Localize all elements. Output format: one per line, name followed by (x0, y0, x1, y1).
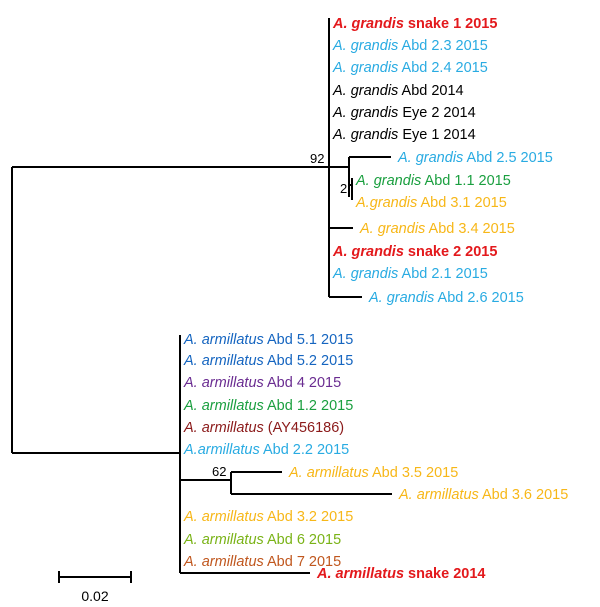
taxon-label: A. grandis Eye 2 2014 (332, 105, 476, 121)
taxon-detail: snake 2014 (404, 566, 485, 582)
taxon-species: A. armillatus (183, 509, 264, 525)
taxon-detail: Abd 3.5 2015 (369, 465, 459, 481)
taxon-label: A. grandis Abd 2.5 2015 (397, 150, 553, 166)
taxon-species: A. grandis (332, 83, 398, 99)
taxon-detail: Abd 2.3 2015 (398, 38, 488, 54)
taxon-label: A. armillatus Abd 7 2015 (183, 554, 341, 570)
taxon-label: A. armillatus Abd 4 2015 (183, 375, 341, 391)
taxon-detail: Abd 3.6 2015 (479, 487, 569, 503)
taxon-detail: Abd 5.1 2015 (264, 332, 354, 348)
taxon-detail: Abd 2.6 2015 (434, 290, 524, 306)
taxon-label: A. armillatus Abd 5.2 2015 (183, 353, 353, 369)
taxon-label: A. armillatus Abd 1.2 2015 (183, 398, 353, 414)
bootstrap-value: 62 (212, 464, 226, 479)
taxon-label: A. grandis Abd 2.6 2015 (368, 290, 524, 306)
taxon-label: A. grandis Abd 3.4 2015 (359, 221, 515, 237)
taxon-species: A. grandis (332, 244, 404, 260)
taxon-detail: Eye 1 2014 (398, 127, 475, 143)
taxon-species: A.grandis (355, 195, 417, 211)
taxon-label: A. armillatus Abd 6 2015 (183, 532, 341, 548)
taxon-detail: Abd 1.2 2015 (264, 398, 354, 414)
taxon-species: A. armillatus (183, 532, 264, 548)
taxon-species: A. grandis (359, 221, 425, 237)
taxon-detail: Abd 2.5 2015 (463, 150, 553, 166)
taxon-species: A. grandis (332, 60, 398, 76)
taxon-detail: Abd 2014 (398, 83, 463, 99)
taxon-detail: Abd 7 2015 (264, 554, 341, 570)
taxon-label: A. grandis Abd 2.3 2015 (332, 38, 488, 54)
taxon-species: A. armillatus (398, 487, 479, 503)
taxon-species: A. grandis (332, 127, 398, 143)
taxon-label: A. armillatus Abd 3.6 2015 (398, 487, 568, 503)
taxon-detail: Abd 3.4 2015 (425, 221, 515, 237)
taxon-label: A. grandis Abd 2014 (332, 83, 464, 99)
taxon-label: A. armillatus snake 2014 (316, 566, 485, 582)
taxon-species: A. armillatus (316, 566, 404, 582)
taxon-detail: Abd 4 2015 (264, 375, 341, 391)
taxon-species: A. armillatus (288, 465, 369, 481)
taxon-detail: Abd 6 2015 (264, 532, 341, 548)
taxon-detail: (AY456186) (264, 420, 344, 436)
taxon-label: A.armillatus Abd 2.2 2015 (183, 442, 349, 458)
taxon-detail: Abd 2.1 2015 (398, 266, 488, 282)
taxon-label: A. armillatus (AY456186) (183, 420, 344, 436)
taxon-species: A. armillatus (183, 353, 264, 369)
scale-bar: 0.02 (58, 571, 132, 604)
taxon-label: A. grandis Abd 2.1 2015 (332, 266, 488, 282)
taxon-label: A. grandis Abd 1.1 2015 (355, 173, 511, 189)
scale-bar-label: 0.02 (81, 588, 108, 604)
taxon-species: A.armillatus (183, 442, 260, 458)
bootstrap-value: 2 (340, 181, 347, 196)
taxon-species: A. armillatus (183, 398, 264, 414)
taxon-species: A. grandis (332, 105, 398, 121)
taxon-detail: snake 1 2015 (404, 16, 498, 32)
taxon-species: A. grandis (355, 173, 421, 189)
taxon-detail: Eye 2 2014 (398, 105, 475, 121)
taxon-detail: Abd 1.1 2015 (421, 173, 511, 189)
taxon-label: A. armillatus Abd 3.2 2015 (183, 509, 353, 525)
taxon-label: A. grandis snake 2 2015 (332, 244, 497, 260)
taxon-species: A. armillatus (183, 420, 264, 436)
bootstrap-value: 92 (310, 151, 324, 166)
taxon-detail: Abd 5.2 2015 (264, 353, 354, 369)
taxon-label: A.grandis Abd 3.1 2015 (355, 195, 507, 211)
taxon-species: A. grandis (332, 16, 404, 32)
taxon-detail: snake 2 2015 (404, 244, 498, 260)
taxon-species: A. grandis (332, 38, 398, 54)
taxon-detail: Abd 2.2 2015 (260, 442, 350, 458)
taxon-species: A. grandis (332, 266, 398, 282)
taxon-label: A. grandis Eye 1 2014 (332, 127, 476, 143)
taxon-species: A. grandis (397, 150, 463, 166)
taxon-species: A. grandis (368, 290, 434, 306)
tree-branches (11, 18, 392, 574)
taxon-detail: Abd 3.1 2015 (417, 195, 507, 211)
bootstrap-values: 92 2 62 (212, 151, 347, 479)
taxon-species: A. armillatus (183, 554, 264, 570)
taxon-detail: Abd 3.2 2015 (264, 509, 354, 525)
taxon-label: A. armillatus Abd 5.1 2015 (183, 332, 353, 348)
taxon-label: A. grandis Abd 2.4 2015 (332, 60, 488, 76)
taxon-species: A. armillatus (183, 332, 264, 348)
taxon-detail: Abd 2.4 2015 (398, 60, 488, 76)
taxon-species: A. armillatus (183, 375, 264, 391)
taxon-label: A. armillatus Abd 3.5 2015 (288, 465, 458, 481)
taxon-label: A. grandis snake 1 2015 (332, 16, 497, 32)
